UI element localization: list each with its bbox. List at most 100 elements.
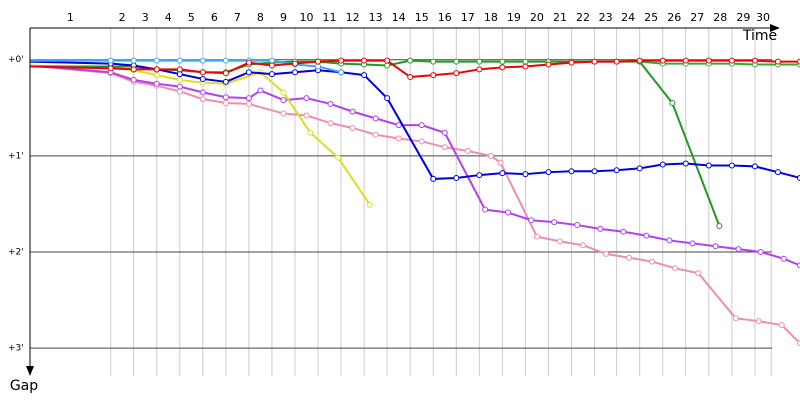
y-tick-label: +0' [8, 55, 24, 65]
x-tick-label: 26 [667, 11, 681, 24]
point [476, 66, 483, 73]
point [597, 225, 604, 232]
point [107, 65, 114, 72]
point [268, 62, 275, 69]
point [176, 66, 183, 73]
point [280, 97, 287, 104]
point [666, 237, 673, 244]
point [497, 159, 504, 166]
x-tick-label: 17 [461, 11, 475, 24]
x-tick-label: 20 [530, 11, 544, 24]
point [620, 228, 627, 235]
point [153, 66, 160, 73]
x-tick-label: 19 [507, 11, 521, 24]
point [591, 168, 598, 175]
x-tick-label: 15 [415, 11, 429, 24]
point [280, 110, 287, 117]
x-axis-label: Time [742, 28, 777, 44]
point [176, 76, 183, 83]
point [545, 169, 552, 176]
point [349, 124, 356, 131]
point [384, 57, 391, 64]
point [407, 57, 414, 64]
point [735, 246, 742, 253]
point [476, 172, 483, 179]
series-line [30, 59, 342, 74]
point [430, 72, 437, 79]
x-tick-label: 2 [119, 11, 126, 24]
x-tick-label: 12 [346, 11, 360, 24]
point [487, 152, 494, 159]
point [643, 232, 650, 239]
point [176, 83, 183, 90]
point [659, 161, 666, 168]
point [476, 58, 483, 65]
point [505, 209, 512, 216]
x-tick-label: 10 [300, 11, 314, 24]
point [574, 222, 581, 229]
point [361, 57, 368, 64]
point [528, 217, 535, 224]
point [199, 69, 206, 76]
point [245, 100, 252, 107]
x-tick-label: 30 [756, 11, 770, 24]
point [176, 71, 183, 78]
point [464, 148, 471, 155]
point [245, 95, 252, 102]
point [303, 95, 310, 102]
point [327, 120, 334, 127]
point [430, 58, 437, 65]
series-line [30, 64, 800, 267]
point [797, 262, 800, 269]
point [453, 70, 460, 77]
point [556, 238, 563, 245]
x-tick-label: 11 [323, 11, 337, 24]
point [372, 131, 379, 138]
point [732, 315, 739, 322]
point [384, 62, 391, 69]
point [199, 89, 206, 96]
point [499, 64, 506, 71]
y-tick-label: +3' [8, 344, 24, 354]
x-tick-label: 21 [553, 11, 567, 24]
point [712, 243, 719, 250]
point [682, 160, 689, 167]
point [338, 57, 345, 64]
point [395, 122, 402, 129]
point [130, 76, 137, 83]
point [176, 88, 183, 95]
point [153, 57, 160, 64]
point [626, 254, 633, 261]
point [659, 57, 666, 64]
x-tick-label: 27 [690, 11, 704, 24]
point [797, 340, 800, 347]
point [568, 168, 575, 175]
point [107, 57, 114, 64]
point [751, 163, 758, 170]
point [591, 58, 598, 65]
point [222, 57, 229, 64]
point [222, 78, 229, 85]
point [268, 71, 275, 78]
point [280, 89, 287, 96]
point [533, 233, 540, 240]
point [176, 57, 183, 64]
point [613, 58, 620, 65]
point [418, 122, 425, 129]
y-arrow [26, 366, 34, 376]
point [315, 63, 322, 70]
x-tick-label: 29 [736, 11, 750, 24]
x-tick-label: 28 [713, 11, 727, 24]
x-tick-label: 9 [280, 11, 287, 24]
x-tick-label: 24 [621, 11, 635, 24]
y-tick-label: +2' [8, 247, 24, 257]
series-line [30, 64, 371, 206]
point [580, 242, 587, 249]
point [755, 318, 762, 325]
point [303, 112, 310, 119]
point [797, 174, 800, 181]
x-tick-label: 4 [165, 11, 172, 24]
point [349, 108, 356, 115]
point [716, 223, 723, 230]
point [649, 258, 656, 265]
